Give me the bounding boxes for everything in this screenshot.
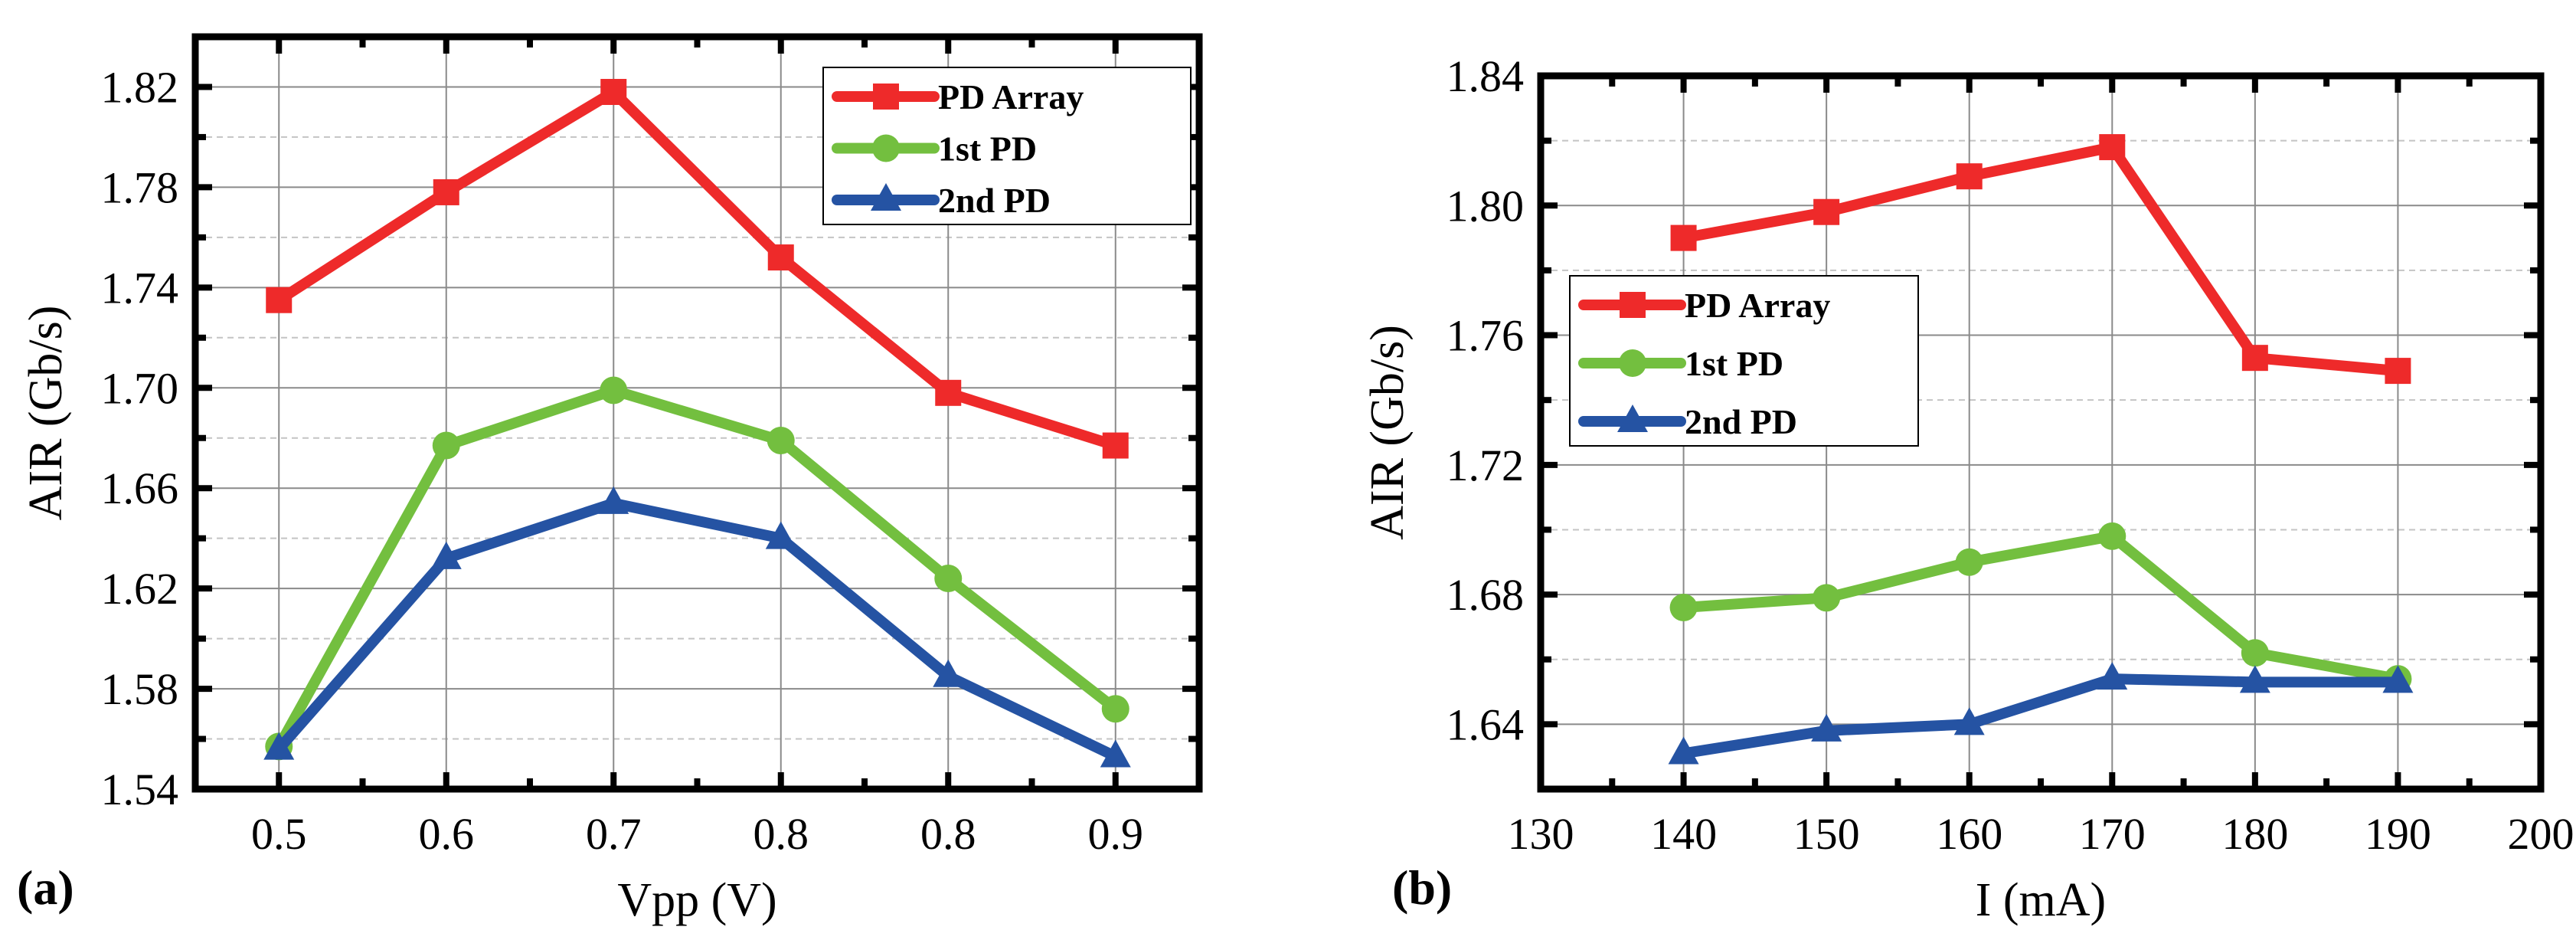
legend-label: 2nd PD bbox=[1685, 402, 1797, 441]
y-tick-label: 1.72 bbox=[1447, 441, 1525, 490]
legend-label: PD Array bbox=[938, 77, 1084, 116]
data-point-square bbox=[433, 179, 459, 205]
y-tick-label: 1.58 bbox=[101, 664, 179, 714]
y-tick-label: 1.66 bbox=[101, 463, 179, 513]
legend-marker-circle bbox=[872, 134, 900, 162]
data-point-triangle bbox=[598, 486, 629, 514]
data-point-circle bbox=[1955, 548, 1983, 576]
legend-item: 1st PD bbox=[1578, 344, 1783, 383]
data-point-square bbox=[1956, 163, 1983, 190]
data-point-square bbox=[600, 79, 627, 106]
y-tick-label: 1.54 bbox=[101, 765, 179, 814]
data-point-triangle bbox=[1953, 707, 1985, 735]
data-point-circle bbox=[600, 376, 628, 404]
data-point-triangle bbox=[1668, 736, 1699, 765]
y-tick-label: 1.80 bbox=[1447, 181, 1525, 231]
data-point-triangle bbox=[2239, 665, 2270, 693]
legend-marker-circle bbox=[1619, 349, 1646, 377]
legend-marker-square bbox=[873, 84, 899, 110]
data-point-triangle bbox=[263, 732, 295, 760]
x-tick-label: 130 bbox=[1508, 809, 1574, 859]
x-axis-title: Vpp (V) bbox=[617, 874, 776, 926]
legend-item: PD Array bbox=[1578, 286, 1830, 325]
data-point-square bbox=[1670, 224, 1697, 251]
data-point-triangle bbox=[2382, 665, 2414, 693]
y-tick-label: 1.76 bbox=[1447, 311, 1525, 361]
legend-item: 1st PD bbox=[832, 129, 1037, 169]
data-point-triangle bbox=[430, 541, 462, 569]
x-tick-label: 180 bbox=[2221, 809, 2288, 859]
legend-item: 2nd PD bbox=[1578, 402, 1797, 441]
data-point-triangle bbox=[933, 659, 964, 687]
y-tick-label: 1.78 bbox=[101, 162, 179, 212]
y-tick-label: 1.74 bbox=[101, 263, 179, 313]
data-point-triangle bbox=[2097, 662, 2128, 690]
legend: PD Array 1st PD 2nd PD bbox=[822, 67, 1192, 225]
legend: PD Array 1st PD 2nd PD bbox=[1569, 275, 1919, 447]
data-point-circle bbox=[2241, 639, 2269, 667]
data-point-circle bbox=[432, 431, 460, 460]
data-point-circle bbox=[1813, 584, 1841, 612]
y-tick-label: 1.64 bbox=[1447, 699, 1525, 749]
x-tick-label: 0.7 bbox=[586, 809, 642, 859]
legend-label: PD Array bbox=[1685, 286, 1830, 325]
legend-item: PD Array bbox=[832, 77, 1084, 116]
data-point-circle bbox=[1101, 695, 1129, 723]
data-point-square bbox=[2099, 134, 2126, 161]
data-point-square bbox=[1102, 432, 1129, 459]
legend-label: 2nd PD bbox=[938, 181, 1051, 220]
data-point-triangle bbox=[765, 521, 796, 549]
y-tick-label: 1.68 bbox=[1447, 570, 1525, 620]
y-axis-title: AIR (Gb/s) bbox=[20, 306, 72, 521]
x-tick-label: 140 bbox=[1650, 809, 1717, 859]
x-tick-label: 170 bbox=[2079, 809, 2146, 859]
legend-marker-triangle bbox=[1617, 404, 1648, 432]
legend-marker-triangle bbox=[871, 183, 901, 211]
chart-panel-b: 130 140 150 160 170 180 190 200 1.64 1.68 1.72 1.76… bbox=[1362, 51, 2574, 926]
data-point-square bbox=[935, 379, 962, 406]
series-line-1st-pd bbox=[274, 385, 1120, 749]
legend-marker-square bbox=[1620, 292, 1646, 318]
y-tick-label: 1.84 bbox=[1447, 51, 1525, 101]
chart-panel-a: 0.5 0.6 0.7 0.8 0.8 0.9 1.54 1.58 1.62 1.66 1.70 1.… bbox=[17, 33, 1203, 926]
legend-label: 1st PD bbox=[1685, 344, 1783, 383]
y-tick-label: 1.62 bbox=[101, 564, 179, 614]
series-line-2nd-pd bbox=[274, 497, 1118, 761]
plot-frame bbox=[191, 33, 1203, 793]
x-tick-label: 0.6 bbox=[419, 809, 475, 859]
x-axis-title: I (mA) bbox=[1976, 874, 2106, 926]
data-point-square bbox=[2385, 358, 2411, 385]
data-point-triangle bbox=[1100, 739, 1131, 768]
series-line-pd-array bbox=[1682, 142, 2399, 377]
x-tick-label: 0.9 bbox=[1088, 809, 1144, 859]
data-point-square bbox=[767, 244, 794, 271]
series-line-2nd-pd bbox=[1682, 673, 2398, 759]
data-point-circle bbox=[934, 565, 963, 593]
data-point-triangle bbox=[1811, 713, 1842, 742]
x-tick-label: 0.8 bbox=[920, 809, 976, 859]
y-tick-label: 1.82 bbox=[101, 62, 179, 112]
x-tick-label: 160 bbox=[1936, 809, 2002, 859]
panel-label: (b) bbox=[1392, 860, 1452, 915]
series-line-1st-pd bbox=[1683, 530, 2399, 685]
x-tick-label: 0.8 bbox=[754, 809, 809, 859]
y-axis-title: AIR (Gb/s) bbox=[1362, 325, 1414, 540]
legend-label: 1st PD bbox=[938, 129, 1037, 169]
data-point-circle bbox=[1669, 594, 1698, 622]
data-point-square bbox=[266, 287, 293, 313]
data-point-circle bbox=[767, 427, 795, 455]
plot-frame bbox=[1537, 72, 2545, 793]
x-tick-label: 190 bbox=[2365, 809, 2431, 859]
data-point-square bbox=[1813, 198, 1840, 225]
series-line-pd-array bbox=[276, 87, 1117, 451]
data-point-circle bbox=[2098, 522, 2127, 550]
panel-label: (a) bbox=[17, 860, 74, 915]
y-tick-label: 1.70 bbox=[101, 363, 179, 413]
legend-item: 2nd PD bbox=[832, 181, 1051, 220]
x-tick-label: 150 bbox=[1793, 809, 1860, 859]
data-point-square bbox=[2241, 345, 2268, 372]
x-tick-label: 0.5 bbox=[251, 809, 307, 859]
x-tick-label: 200 bbox=[2508, 809, 2574, 859]
